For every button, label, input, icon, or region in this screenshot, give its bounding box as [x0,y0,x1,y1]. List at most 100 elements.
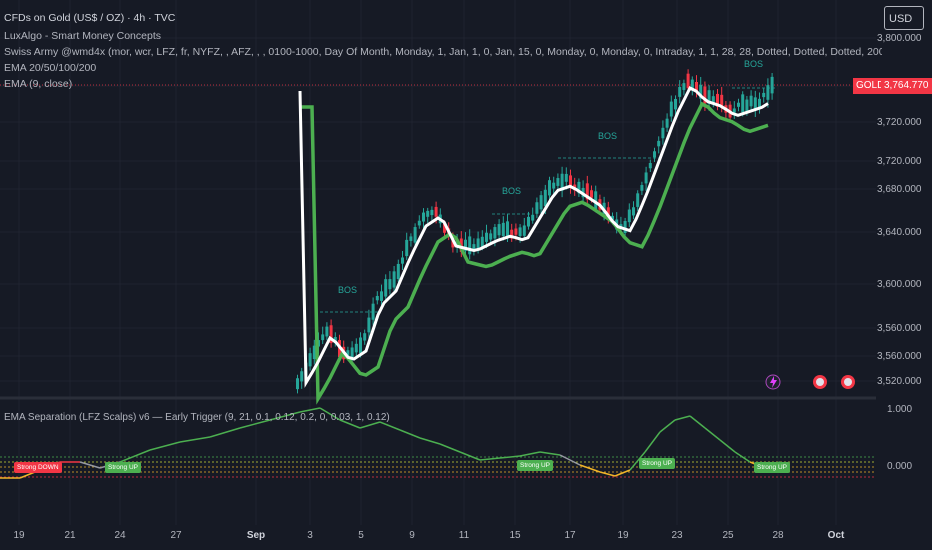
candle-body [758,98,761,108]
oscillator-title[interactable]: EMA Separation (LFZ Scalps) v6 — Early T… [4,412,390,423]
time-axis-label: 15 [509,530,521,541]
oscillator-segment [459,451,481,461]
oscillator-segment [399,429,421,439]
oscillator-segment [419,437,441,445]
oscillator-axis-label: 1.000 [887,404,913,415]
candle-body [627,209,631,223]
time-axis-label: Sep [246,530,266,541]
candle-body [489,233,493,240]
candle-body [720,94,724,107]
oscillator-segment [359,421,381,429]
candle-body [371,303,375,320]
oscillator-segment [519,451,541,457]
time-axis-label: 5 [358,530,364,541]
time-axis-label: 19 [617,530,629,541]
candle-body [745,99,749,112]
candle-body [560,173,564,191]
candle-body [329,325,333,344]
indicator-legend-smc[interactable]: LuxAlgo - Smart Money Concepts [4,30,161,42]
candle-body [653,151,656,158]
bos-label: BOS [744,59,764,69]
time-axis-label: 21 [64,530,76,541]
candle-body [577,181,581,194]
bos-label: BOS [338,285,358,295]
time-axis-label: 24 [114,530,126,541]
indicator-legend-swiss-army[interactable]: Swiss Army @wmd4x (mor, wcr, LFZ, fr, NY… [4,46,882,58]
candle-body [569,175,572,188]
candle-body [686,73,690,89]
candle-body [632,207,635,216]
candle-body [325,326,329,337]
price-axis-label: 3,560.000 [877,323,922,334]
oscillator-segment [479,457,501,461]
current-price-tag: 3,764.770 [881,78,932,94]
candle-body [300,371,304,382]
candle-body [636,193,640,207]
candle-body [409,236,413,241]
candle-body [556,178,560,186]
chart-grid [0,0,876,525]
time-axis-label: 3 [307,530,313,541]
oscillator-segment [629,451,646,471]
oscillator-segment [179,436,211,443]
oscillator-segment [674,415,691,421]
candle-body [388,279,392,290]
candle-body [380,291,383,301]
candle-body [485,232,488,242]
price-axis-label: 3,600.000 [877,279,922,290]
bos-label: BOS [502,186,522,196]
candle-body [737,102,740,107]
candle-body [695,81,698,93]
time-axis-label: 23 [671,530,683,541]
oscillator-segment [689,415,706,429]
candle-body [514,228,518,235]
time-axis-label: Oct [827,530,845,541]
event-markers[interactable] [765,374,855,390]
candle-body [548,180,551,196]
ema-green-line [300,101,769,405]
indicator-legend-ema9[interactable]: EMA (9, close) [4,78,73,90]
candle-body [753,97,757,110]
candle-body [430,209,434,216]
oscillator-axis-label: 0.000 [887,461,913,472]
candle-body [417,220,421,226]
candle-body [396,263,400,280]
oscillator-segment [149,441,181,451]
candle-body [422,212,425,222]
candle-body [762,92,766,98]
currency-button[interactable]: USD [884,6,924,30]
candle-body [665,118,669,128]
candle-body [611,215,614,220]
oscillator-segment [499,455,521,459]
candle-body [434,206,438,217]
candle-body [531,214,535,221]
oscillator-segment [599,471,616,477]
oscillator-segment [119,449,151,463]
signal-strong-up: Strong UP [517,460,553,471]
candle-body [426,210,430,217]
time-axis-label: 11 [458,530,470,541]
oscillator-segment [209,427,241,438]
symbol-tag: GOLD [853,78,884,94]
price-axis-label: 3,640.000 [877,227,922,238]
candle-body [741,94,745,113]
signal-strong-down: Strong DOWN [14,462,62,473]
candle-body [527,216,530,227]
candle-body [564,173,568,182]
price-axis-label: 3,520.000 [877,376,922,387]
price-axis-label: 3,680.000 [877,184,922,195]
signal-strong-up: Strong UP [105,462,141,473]
candle-body [716,93,719,107]
candle-body [510,229,514,239]
candle-body [623,221,627,234]
candle-body [539,195,543,210]
candle-body [770,76,774,94]
candle-body [690,79,694,90]
candle-body [493,227,497,239]
candle-body [707,90,711,104]
oscillator-segment [539,451,561,456]
indicator-legend-ema-set[interactable]: EMA 20/50/100/200 [4,62,97,74]
candle-body [766,85,770,100]
candle-body [359,337,362,354]
